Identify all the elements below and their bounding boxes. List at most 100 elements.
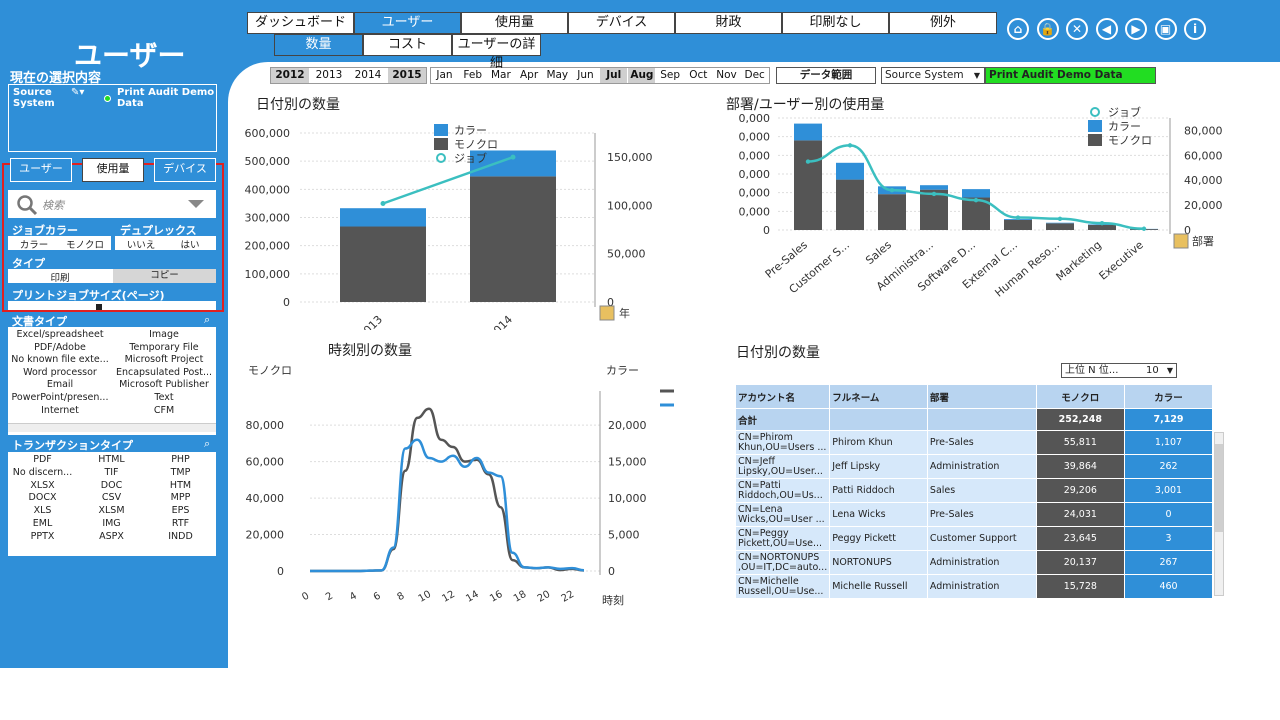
doc-type-item[interactable]: No known file exte... [11,354,109,366]
search-icon[interactable]: ⌕ [204,437,211,450]
bar-mono[interactable] [1088,224,1116,230]
transaction-item[interactable]: PDF [33,454,52,465]
duplex-option[interactable]: はい [180,240,200,251]
job-point[interactable] [1099,220,1105,226]
transaction-item[interactable]: ASPX [99,530,124,542]
year-item[interactable]: 2013 [315,69,343,81]
year-item[interactable]: 2012 [271,68,309,83]
transaction-item[interactable]: HTML [98,454,125,465]
lock-icon[interactable]: 🔒 [1036,18,1059,40]
top-n-dropdown[interactable]: 上位 N 位... 10 ▼ [1061,363,1177,378]
save-icon[interactable]: ▣ [1154,18,1177,40]
main-tab[interactable]: 印刷なし [782,12,889,34]
table-row[interactable]: CN=Lena Wicks,OU=User ... Lena Wicks Pre-S… [734,502,1213,527]
transaction-item[interactable]: EPS [171,505,190,517]
doc-type-item[interactable]: Microsoft Project [124,354,204,366]
transaction-item[interactable]: PHP [171,454,190,465]
doc-type-item[interactable]: Encapsulated Post... [115,366,213,378]
main-tab[interactable]: デバイス [568,12,675,34]
transaction-item[interactable]: DOC [100,479,123,491]
column-header[interactable]: モノクロ [1035,384,1126,409]
bar-color[interactable] [962,189,990,198]
close-icon[interactable]: ✕ [1066,18,1088,40]
month-item[interactable]: Feb [463,69,482,81]
info-icon[interactable]: i [1184,18,1206,40]
table-row[interactable]: CN=Michelle Russell,OU=Use... Michelle Ru… [734,574,1213,599]
doc-type-item[interactable]: PDF/Adobe [34,341,86,353]
bar-mono[interactable] [794,140,822,230]
transaction-item[interactable]: INDD [168,530,193,542]
doc-type-item[interactable]: Image [149,329,179,340]
home-icon[interactable]: ⌂ [1007,18,1029,40]
doc-type-item[interactable]: Word processor [23,366,97,378]
table-row[interactable]: CN=Patti Riddoch,OU=Us... Patti Riddoch Sa… [734,478,1213,503]
back-icon[interactable]: ◀ [1095,18,1118,40]
filter-tab[interactable]: デバイス [154,158,216,182]
month-item[interactable]: Jan [436,69,453,81]
month-item[interactable]: Mar [490,69,511,81]
column-header[interactable]: 部署 [926,384,1037,409]
main-tab[interactable]: ダッシュボード [247,12,354,34]
transaction-item[interactable]: MPP [170,492,191,504]
doc-type-scrollbar[interactable] [8,423,216,432]
transaction-item[interactable]: CSV [101,492,122,504]
transaction-item[interactable]: EML [32,518,53,529]
source-system-dropdown[interactable]: Source System ▼ [881,67,985,84]
main-tab[interactable]: 例外 [889,12,997,34]
duplex-option[interactable]: いいえ [126,240,156,251]
bar-mono[interactable] [1004,219,1032,230]
job-point[interactable] [889,187,895,193]
filter-tab[interactable]: 使用量 [82,158,144,182]
table-row[interactable]: CN=Phirom Khun,OU=Users ... Phirom Khun Pr… [734,430,1213,455]
year-item[interactable]: 2014 [354,69,382,81]
transaction-scroll[interactable] [8,547,216,556]
job-point[interactable] [805,159,811,164]
column-header[interactable]: アカウント名 [734,384,831,409]
job-color-option[interactable]: カラー [19,240,49,251]
forward-icon[interactable]: ▶ [1125,18,1147,40]
transaction-item[interactable]: DOCX [28,492,57,504]
bar-mono[interactable] [920,189,948,230]
type-option[interactable]: 印刷 [50,273,70,284]
transaction-item[interactable]: XLSX [30,479,55,491]
drill-up-icon[interactable] [1173,233,1189,249]
transaction-item[interactable]: XLS [33,505,52,517]
data-range-button[interactable]: データ範囲 [776,67,876,84]
table-row[interactable]: CN=Jeff Lipsky,OU=User... Jeff Lipsky Admi… [734,454,1213,479]
transaction-item[interactable]: RTF [171,518,190,529]
doc-type-item[interactable]: Internet [41,404,79,416]
doc-type-item[interactable]: Text [154,392,174,403]
job-point[interactable] [931,191,937,197]
transaction-item[interactable]: HTM [169,479,192,491]
doc-type-item[interactable]: Excel/spreadsheet [16,329,104,340]
bar-mono[interactable] [340,226,426,302]
job-point[interactable] [847,143,853,148]
transaction-item[interactable]: PPTX [30,530,55,542]
doc-type-item[interactable]: Temporary File [129,341,199,353]
doc-type-item[interactable]: Microsoft Publisher [119,379,209,391]
bar-color[interactable] [920,185,948,190]
month-item[interactable]: Apr [520,69,539,81]
transaction-item[interactable]: TMP [170,466,191,478]
sub-tab[interactable]: コスト [363,34,452,56]
month-item[interactable]: Jun [577,69,594,81]
transaction-item[interactable]: TIF [104,466,119,478]
job-point[interactable] [510,154,516,160]
main-tab[interactable]: 財政 [675,12,782,34]
transaction-item[interactable]: No discern... [12,466,73,478]
job-size-slider[interactable] [8,301,216,310]
sub-tab[interactable]: ユーザーの詳細 [452,34,541,71]
table-row[interactable]: CN=NORTONUPS ,OU=IT,DC=auto... NORTONUPS A… [734,550,1213,575]
slider-handle[interactable] [96,304,102,310]
doc-type-item[interactable]: CFM [153,404,175,416]
type-option[interactable]: コピー [113,269,216,283]
filter-tab[interactable]: ユーザー [10,158,72,182]
month-item[interactable]: May [546,69,569,81]
table-row[interactable]: CN=Peggy Pickett,OU=Use... Peggy Pickett C… [734,526,1213,551]
series-line-mono[interactable] [310,407,585,573]
eraser-icon[interactable]: ✎▾ [71,87,85,98]
month-item[interactable]: Nov [716,69,737,81]
column-header[interactable]: カラー [1124,384,1213,409]
series-line-job[interactable] [382,155,514,205]
bar-mono[interactable] [470,176,556,302]
